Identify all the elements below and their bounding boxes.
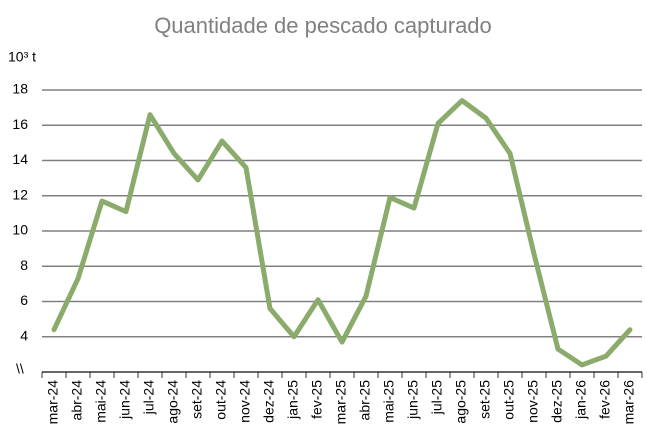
x-tick-label: out-24 [213, 380, 229, 420]
x-tick-label: ago-25 [453, 380, 469, 424]
x-tick-label: out-25 [501, 380, 517, 420]
data-line [51, 98, 633, 368]
x-tick-label: dez-25 [549, 380, 565, 423]
x-tick-label: jul-25 [429, 380, 445, 415]
y-tick-label: 8 [20, 257, 28, 273]
x-tick-label: nov-25 [525, 380, 541, 423]
x-tick-label: abr-25 [357, 380, 373, 421]
x-tick-label: mar-25 [333, 380, 349, 425]
x-tick-label: jan-26 [573, 380, 589, 420]
x-tick-label: mai-25 [381, 380, 397, 423]
y-axis-label: 10³ t [8, 49, 36, 65]
x-tick-label: mai-24 [93, 380, 109, 423]
x-tick-label: set-25 [477, 380, 493, 419]
x-tick-label: fev-26 [597, 380, 613, 419]
x-tick-label: abr-24 [69, 380, 85, 421]
x-tick-label: jul-24 [141, 380, 157, 415]
y-tick-label: 18 [12, 81, 28, 97]
x-tick-label: fev-25 [309, 380, 325, 419]
axis-break: \\ [16, 361, 24, 377]
chart-title: Quantidade de pescado capturado [154, 13, 492, 38]
y-tick-label: 6 [20, 292, 28, 308]
x-tick-label: nov-24 [237, 380, 253, 423]
y-tick-label: 16 [12, 116, 28, 132]
y-tick-label: 14 [12, 151, 28, 167]
x-tick-label: jun-25 [405, 380, 421, 420]
y-tick-label: 10 [12, 222, 28, 238]
x-tick-label: jan-25 [285, 380, 301, 420]
x-tick-label: mar-26 [621, 380, 637, 425]
x-tick-label: dez-24 [261, 380, 277, 423]
x-tick-label: mar-24 [45, 380, 61, 425]
y-tick-label: 12 [12, 186, 28, 202]
x-tick-label: set-24 [189, 380, 205, 419]
x-tick-label: ago-24 [165, 380, 181, 424]
x-tick-label: jun-24 [117, 380, 133, 420]
y-tick-label: 4 [20, 327, 28, 343]
